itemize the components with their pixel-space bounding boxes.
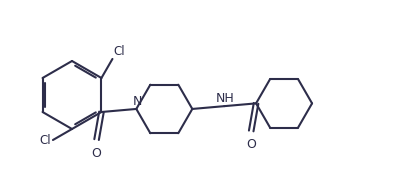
Text: NH: NH (216, 92, 235, 105)
Text: N: N (133, 95, 142, 108)
Text: O: O (246, 138, 256, 151)
Text: Cl: Cl (39, 134, 51, 147)
Text: O: O (92, 147, 102, 160)
Text: Cl: Cl (114, 45, 125, 58)
